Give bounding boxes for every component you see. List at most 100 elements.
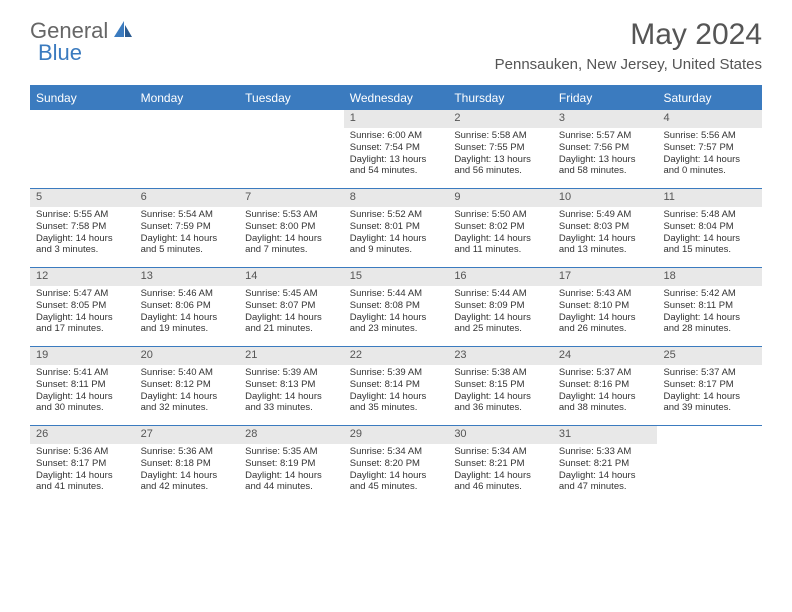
day-info-line: Sunrise: 5:57 AM bbox=[559, 130, 652, 142]
logo-blue-text-wrap: Blue bbox=[38, 40, 82, 66]
day-cell: 29 Sunrise: 5:34 AMSunset: 8:20 PMDayligh… bbox=[344, 426, 449, 504]
day-info-line: Sunrise: 5:36 AM bbox=[36, 446, 129, 458]
day-info-line: Daylight: 14 hours and 21 minutes. bbox=[245, 312, 338, 336]
day-number: 26 bbox=[30, 426, 135, 444]
day-body: Sunrise: 5:39 AMSunset: 8:14 PMDaylight:… bbox=[344, 365, 449, 419]
day-number: 1 bbox=[344, 110, 449, 128]
day-info-line: Sunrise: 5:43 AM bbox=[559, 288, 652, 300]
day-info-line: Daylight: 14 hours and 32 minutes. bbox=[141, 391, 234, 415]
day-info-line: Sunset: 8:17 PM bbox=[663, 379, 756, 391]
day-info-line: Sunset: 7:58 PM bbox=[36, 221, 129, 233]
day-body: Sunrise: 5:39 AMSunset: 8:13 PMDaylight:… bbox=[239, 365, 344, 419]
day-number bbox=[239, 110, 344, 128]
day-info-line: Sunrise: 5:34 AM bbox=[350, 446, 443, 458]
day-number: 14 bbox=[239, 268, 344, 286]
day-info-line: Daylight: 14 hours and 0 minutes. bbox=[663, 154, 756, 178]
day-number: 11 bbox=[657, 189, 762, 207]
day-info-line: Sunset: 8:16 PM bbox=[559, 379, 652, 391]
day-cell: 17Sunrise: 5:43 AMSunset: 8:10 PMDayligh… bbox=[553, 268, 658, 346]
day-body: Sunrise: 5:58 AMSunset: 7:55 PMDaylight:… bbox=[448, 128, 553, 182]
day-info-line: Daylight: 13 hours and 54 minutes. bbox=[350, 154, 443, 178]
day-info-line: Daylight: 14 hours and 13 minutes. bbox=[559, 233, 652, 257]
day-info-line: Sunset: 8:20 PM bbox=[350, 458, 443, 470]
day-number: 4 bbox=[657, 110, 762, 128]
day-number: 29 bbox=[344, 426, 449, 444]
day-info-line: Sunset: 8:00 PM bbox=[245, 221, 338, 233]
day-info-line: Daylight: 14 hours and 38 minutes. bbox=[559, 391, 652, 415]
day-number: 22 bbox=[344, 347, 449, 365]
day-info-line: Daylight: 14 hours and 23 minutes. bbox=[350, 312, 443, 336]
day-info-line: Sunrise: 5:53 AM bbox=[245, 209, 338, 221]
day-info-line: Sunset: 7:56 PM bbox=[559, 142, 652, 154]
day-info-line: Daylight: 14 hours and 41 minutes. bbox=[36, 470, 129, 494]
day-body: Sunrise: 5:42 AMSunset: 8:11 PMDaylight:… bbox=[657, 286, 762, 340]
day-info-line: Sunset: 8:12 PM bbox=[141, 379, 234, 391]
day-info-line: Daylight: 14 hours and 3 minutes. bbox=[36, 233, 129, 257]
day-cell: 1Sunrise: 6:00 AMSunset: 7:54 PMDaylight… bbox=[344, 110, 449, 188]
day-number: 12 bbox=[30, 268, 135, 286]
day-info-line: Sunrise: 5:39 AM bbox=[245, 367, 338, 379]
week-row: 1Sunrise: 6:00 AMSunset: 7:54 PMDaylight… bbox=[30, 109, 762, 188]
day-cell bbox=[657, 426, 762, 504]
day-number: 30 bbox=[448, 426, 553, 444]
day-body: Sunrise: 5:36 AMSunset: 8:17 PMDaylight:… bbox=[30, 444, 135, 498]
day-info-line: Daylight: 13 hours and 58 minutes. bbox=[559, 154, 652, 178]
week-row: 5Sunrise: 5:55 AMSunset: 7:58 PMDaylight… bbox=[30, 188, 762, 267]
day-info-line: Sunrise: 5:44 AM bbox=[454, 288, 547, 300]
day-info-line: Sunset: 8:19 PM bbox=[245, 458, 338, 470]
weekday-header: Wednesday bbox=[344, 87, 449, 109]
month-title: May 2024 bbox=[495, 18, 762, 52]
day-number: 16 bbox=[448, 268, 553, 286]
day-body: Sunrise: 5:41 AMSunset: 8:11 PMDaylight:… bbox=[30, 365, 135, 419]
day-cell: 30Sunrise: 5:34 AMSunset: 8:21 PMDayligh… bbox=[448, 426, 553, 504]
day-info-line: Sunset: 8:09 PM bbox=[454, 300, 547, 312]
day-info-line: Sunrise: 5:50 AM bbox=[454, 209, 547, 221]
day-info-line: Sunrise: 5:34 AM bbox=[454, 446, 547, 458]
day-number bbox=[657, 426, 762, 444]
day-number: 19 bbox=[30, 347, 135, 365]
day-body bbox=[239, 128, 344, 134]
day-info-line: Sunrise: 5:37 AM bbox=[559, 367, 652, 379]
location-text: Pennsauken, New Jersey, United States bbox=[495, 56, 762, 73]
day-cell: 8Sunrise: 5:52 AMSunset: 8:01 PMDaylight… bbox=[344, 189, 449, 267]
day-info-line: Sunset: 8:17 PM bbox=[36, 458, 129, 470]
day-number: 6 bbox=[135, 189, 240, 207]
day-info-line: Sunrise: 5:44 AM bbox=[350, 288, 443, 300]
header: General May 2024 Pennsauken, New Jersey,… bbox=[0, 0, 792, 79]
day-info-line: Sunset: 8:11 PM bbox=[663, 300, 756, 312]
day-body: Sunrise: 5:44 AMSunset: 8:08 PMDaylight:… bbox=[344, 286, 449, 340]
day-info-line: Sunrise: 5:47 AM bbox=[36, 288, 129, 300]
day-number: 28 bbox=[239, 426, 344, 444]
day-info-line: Sunset: 8:03 PM bbox=[559, 221, 652, 233]
day-body: Sunrise: 5:34 AMSunset: 8:21 PMDaylight:… bbox=[448, 444, 553, 498]
day-info-line: Sunrise: 5:49 AM bbox=[559, 209, 652, 221]
day-info-line: Daylight: 14 hours and 35 minutes. bbox=[350, 391, 443, 415]
day-info-line: Daylight: 14 hours and 44 minutes. bbox=[245, 470, 338, 494]
day-info-line: Daylight: 14 hours and 26 minutes. bbox=[559, 312, 652, 336]
day-info-line: Sunset: 8:01 PM bbox=[350, 221, 443, 233]
day-body bbox=[30, 128, 135, 134]
weekday-header: Thursday bbox=[448, 87, 553, 109]
day-body: Sunrise: 5:54 AMSunset: 7:59 PMDaylight:… bbox=[135, 207, 240, 261]
day-number: 18 bbox=[657, 268, 762, 286]
day-number: 21 bbox=[239, 347, 344, 365]
day-info-line: Daylight: 14 hours and 45 minutes. bbox=[350, 470, 443, 494]
day-body: Sunrise: 5:57 AMSunset: 7:56 PMDaylight:… bbox=[553, 128, 658, 182]
day-info-line: Sunset: 8:10 PM bbox=[559, 300, 652, 312]
calendar: SundayMondayTuesdayWednesdayThursdayFrid… bbox=[0, 79, 792, 504]
day-body: Sunrise: 5:43 AMSunset: 8:10 PMDaylight:… bbox=[553, 286, 658, 340]
day-cell: 21Sunrise: 5:39 AMSunset: 8:13 PMDayligh… bbox=[239, 347, 344, 425]
weekday-header: Saturday bbox=[657, 87, 762, 109]
day-info-line: Sunrise: 5:55 AM bbox=[36, 209, 129, 221]
day-cell: 28Sunrise: 5:35 AMSunset: 8:19 PMDayligh… bbox=[239, 426, 344, 504]
day-info-line: Sunset: 8:18 PM bbox=[141, 458, 234, 470]
day-number: 17 bbox=[553, 268, 658, 286]
day-info-line: Sunset: 7:54 PM bbox=[350, 142, 443, 154]
day-cell: 13Sunrise: 5:46 AMSunset: 8:06 PMDayligh… bbox=[135, 268, 240, 346]
day-body: Sunrise: 5:49 AMSunset: 8:03 PMDaylight:… bbox=[553, 207, 658, 261]
day-cell: 12Sunrise: 5:47 AMSunset: 8:05 PMDayligh… bbox=[30, 268, 135, 346]
day-info-line: Sunrise: 5:36 AM bbox=[141, 446, 234, 458]
day-info-line: Daylight: 14 hours and 30 minutes. bbox=[36, 391, 129, 415]
day-cell: 7Sunrise: 5:53 AMSunset: 8:00 PMDaylight… bbox=[239, 189, 344, 267]
day-info-line: Sunrise: 5:54 AM bbox=[141, 209, 234, 221]
